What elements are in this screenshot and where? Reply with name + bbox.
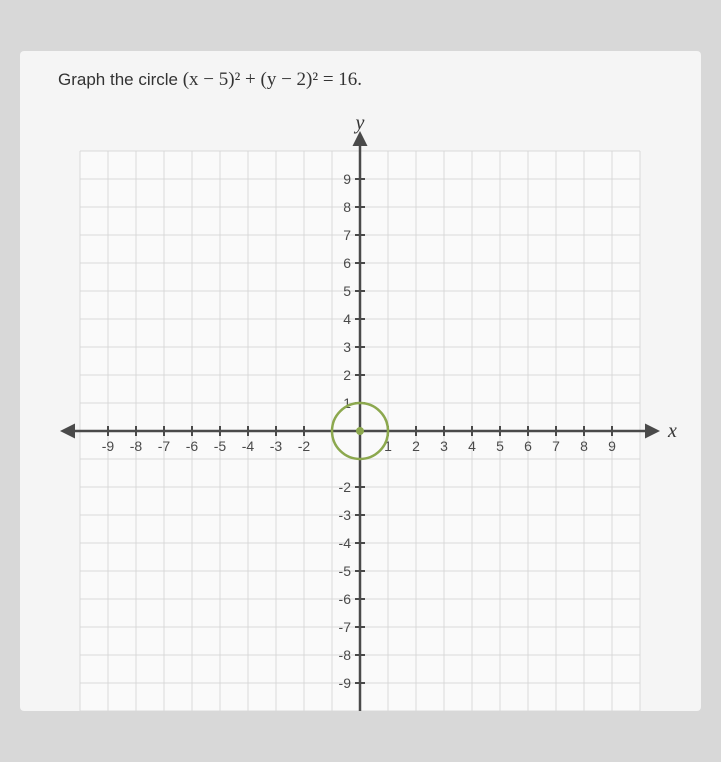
coordinate-grid[interactable]: -9-8-7-6-5-4-3-2123456789987654321-2-3-4… (30, 101, 690, 711)
worksheet-panel: Graph the circle (x − 5)² + (y − 2)² = 1… (20, 51, 701, 711)
x-tick-label: 9 (608, 438, 616, 454)
y-tick-label: 4 (343, 311, 351, 327)
y-tick-label: 2 (343, 367, 351, 383)
x-tick-label: 8 (580, 438, 588, 454)
x-tick-label: -2 (298, 438, 311, 454)
circle-center-handle[interactable] (356, 427, 364, 435)
y-tick-label: 7 (343, 227, 351, 243)
graph-area[interactable]: -9-8-7-6-5-4-3-2123456789987654321-2-3-4… (30, 101, 690, 711)
x-tick-label: 6 (524, 438, 532, 454)
x-tick-label: 2 (412, 438, 420, 454)
x-tick-label: -8 (130, 438, 143, 454)
y-tick-label: -3 (339, 507, 352, 523)
y-tick-label: 8 (343, 199, 351, 215)
y-tick-label: -9 (339, 675, 352, 691)
y-tick-label: -7 (339, 619, 352, 635)
y-tick-label: 3 (343, 339, 351, 355)
x-tick-label: 4 (468, 438, 476, 454)
y-tick-label: 5 (343, 283, 351, 299)
x-axis-label: x (667, 420, 677, 442)
x-tick-label: 5 (496, 438, 504, 454)
x-tick-label: -6 (186, 438, 199, 454)
y-tick-label: 6 (343, 255, 351, 271)
x-tick-label: -9 (102, 438, 115, 454)
y-tick-label: 9 (343, 171, 351, 187)
y-tick-label: -5 (339, 563, 352, 579)
x-tick-label: -5 (214, 438, 227, 454)
x-tick-label: -3 (270, 438, 283, 454)
y-axis-label: y (354, 112, 365, 134)
y-tick-label: -2 (339, 479, 352, 495)
y-tick-label: -8 (339, 647, 352, 663)
prompt-equation: (x − 5)² + (y − 2)² = 16. (183, 69, 362, 90)
x-tick-label: -7 (158, 438, 171, 454)
prompt-text: Graph the circle (x − 5)² + (y − 2)² = 1… (30, 69, 691, 91)
y-tick-label: -4 (339, 535, 352, 551)
x-tick-label: -4 (242, 438, 255, 454)
x-tick-label: 3 (440, 438, 448, 454)
x-tick-label: 7 (552, 438, 560, 454)
y-tick-label: -6 (339, 591, 352, 607)
prompt-lead: Graph the circle (58, 70, 183, 89)
